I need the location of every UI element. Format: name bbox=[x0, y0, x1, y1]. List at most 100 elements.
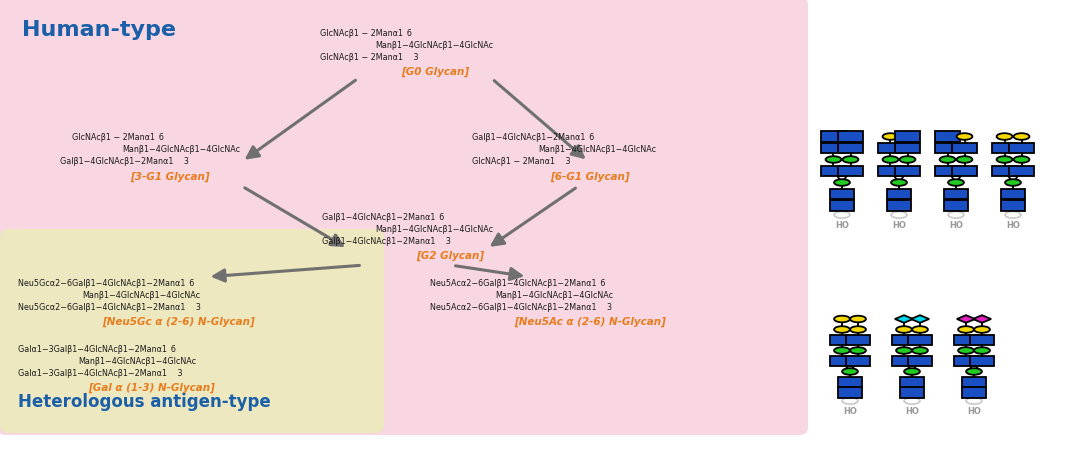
Text: Heterologous antigen-type: Heterologous antigen-type bbox=[17, 393, 271, 411]
Text: HO: HO bbox=[1006, 221, 1020, 230]
Text: GlcNAcβ1 − 2Manα1  3: GlcNAcβ1 − 2Manα1 3 bbox=[320, 52, 419, 61]
Ellipse shape bbox=[967, 398, 982, 404]
Text: HO: HO bbox=[892, 221, 906, 230]
Text: [Gal α (1-3) N-Glycan]: [Gal α (1-3) N-Glycan] bbox=[88, 383, 215, 393]
FancyBboxPatch shape bbox=[829, 189, 854, 199]
Ellipse shape bbox=[1014, 133, 1030, 140]
Ellipse shape bbox=[883, 133, 898, 140]
Polygon shape bbox=[895, 315, 913, 323]
Ellipse shape bbox=[958, 347, 974, 354]
Text: Galβ1−4GlcNAcβ1−2Manα1  3: Galβ1−4GlcNAcβ1−2Manα1 3 bbox=[60, 157, 189, 167]
Text: Neu5Acα2−6Galβ1−4GlcNAcβ1−2Manα1  6: Neu5Acα2−6Galβ1−4GlcNAcβ1−2Manα1 6 bbox=[430, 278, 606, 288]
FancyBboxPatch shape bbox=[1000, 189, 1026, 199]
FancyBboxPatch shape bbox=[895, 143, 920, 153]
FancyBboxPatch shape bbox=[954, 356, 979, 366]
FancyBboxPatch shape bbox=[961, 377, 986, 387]
Text: Neu5Gcα2−6Galβ1−4GlcNAcβ1−2Manα1  3: Neu5Gcα2−6Galβ1−4GlcNAcβ1−2Manα1 3 bbox=[17, 303, 201, 312]
FancyBboxPatch shape bbox=[935, 166, 960, 176]
FancyBboxPatch shape bbox=[822, 143, 846, 153]
Text: Neu5Gcα2−6Galβ1−4GlcNAcβ1−2Manα1  6: Neu5Gcα2−6Galβ1−4GlcNAcβ1−2Manα1 6 bbox=[17, 278, 194, 288]
Text: Manβ1−4GlcNAcβ1−4GlcNAc: Manβ1−4GlcNAcβ1−4GlcNAc bbox=[375, 224, 493, 233]
FancyBboxPatch shape bbox=[822, 166, 846, 176]
Polygon shape bbox=[911, 315, 930, 323]
FancyBboxPatch shape bbox=[944, 200, 969, 211]
Polygon shape bbox=[973, 315, 991, 323]
Text: Human-type: Human-type bbox=[22, 20, 176, 40]
Text: Manβ1−4GlcNAcβ1−4GlcNAc: Manβ1−4GlcNAcβ1−4GlcNAc bbox=[122, 146, 240, 155]
Text: Galα1−3Galβ1−4GlcNAcβ1−2Manα1  6: Galα1−3Galβ1−4GlcNAcβ1−2Manα1 6 bbox=[17, 345, 176, 354]
Ellipse shape bbox=[1014, 156, 1030, 163]
FancyBboxPatch shape bbox=[954, 335, 979, 345]
Text: Neu5Acα2−6Galβ1−4GlcNAcβ1−2Manα1  3: Neu5Acα2−6Galβ1−4GlcNAcβ1−2Manα1 3 bbox=[430, 303, 612, 312]
Text: Manβ1−4GlcNAcβ1−4GlcNAc: Manβ1−4GlcNAcβ1−4GlcNAc bbox=[77, 358, 196, 366]
FancyBboxPatch shape bbox=[829, 200, 854, 211]
FancyBboxPatch shape bbox=[1009, 143, 1034, 153]
Ellipse shape bbox=[826, 156, 841, 163]
FancyBboxPatch shape bbox=[846, 356, 871, 366]
Text: Manβ1−4GlcNAcβ1−4GlcNAc: Manβ1−4GlcNAcβ1−4GlcNAc bbox=[375, 40, 493, 50]
Text: GlcNAcβ1 − 2Manα1  3: GlcNAcβ1 − 2Manα1 3 bbox=[472, 157, 571, 167]
Text: GlcNAcβ1 − 2Manα1  6: GlcNAcβ1 − 2Manα1 6 bbox=[72, 133, 164, 142]
Text: [Neu5Gc α (2-6) N-Glycan]: [Neu5Gc α (2-6) N-Glycan] bbox=[101, 317, 254, 327]
Ellipse shape bbox=[974, 326, 990, 333]
Text: [G2 Glycan]: [G2 Glycan] bbox=[416, 251, 484, 261]
FancyBboxPatch shape bbox=[846, 335, 871, 345]
Ellipse shape bbox=[896, 347, 912, 354]
FancyBboxPatch shape bbox=[944, 189, 969, 199]
Text: [G0 Glycan]: [G0 Glycan] bbox=[400, 67, 469, 77]
Ellipse shape bbox=[967, 368, 982, 375]
Ellipse shape bbox=[958, 326, 974, 333]
FancyBboxPatch shape bbox=[838, 131, 863, 142]
Ellipse shape bbox=[842, 368, 858, 375]
FancyBboxPatch shape bbox=[822, 131, 846, 142]
FancyBboxPatch shape bbox=[891, 335, 916, 345]
FancyBboxPatch shape bbox=[970, 335, 995, 345]
Ellipse shape bbox=[891, 179, 907, 186]
FancyBboxPatch shape bbox=[908, 356, 933, 366]
Ellipse shape bbox=[912, 347, 928, 354]
FancyBboxPatch shape bbox=[961, 387, 986, 398]
Ellipse shape bbox=[974, 347, 990, 354]
Text: Galα1−3Galβ1−4GlcNAcβ1−2Manα1  3: Galα1−3Galβ1−4GlcNAcβ1−2Manα1 3 bbox=[17, 369, 182, 379]
FancyBboxPatch shape bbox=[878, 143, 903, 153]
Ellipse shape bbox=[842, 398, 858, 404]
Text: HO: HO bbox=[843, 407, 856, 416]
Polygon shape bbox=[957, 315, 975, 323]
Ellipse shape bbox=[948, 179, 964, 186]
Ellipse shape bbox=[1005, 212, 1021, 218]
Text: Manβ1−4GlcNAcβ1−4GlcNAc: Manβ1−4GlcNAcβ1−4GlcNAc bbox=[495, 290, 613, 299]
FancyBboxPatch shape bbox=[0, 229, 384, 433]
FancyBboxPatch shape bbox=[900, 377, 924, 387]
Text: [3-G1 Glycan]: [3-G1 Glycan] bbox=[130, 172, 209, 182]
FancyBboxPatch shape bbox=[1009, 166, 1034, 176]
Text: Manβ1−4GlcNAcβ1−4GlcNAc: Manβ1−4GlcNAcβ1−4GlcNAc bbox=[82, 290, 200, 299]
FancyBboxPatch shape bbox=[838, 166, 863, 176]
Ellipse shape bbox=[996, 133, 1012, 140]
Ellipse shape bbox=[850, 326, 866, 333]
Text: Manβ1−4GlcNAcβ1−4GlcNAc: Manβ1−4GlcNAcβ1−4GlcNAc bbox=[538, 146, 656, 155]
Ellipse shape bbox=[904, 398, 920, 404]
Ellipse shape bbox=[891, 212, 907, 218]
Ellipse shape bbox=[835, 179, 850, 186]
Ellipse shape bbox=[850, 347, 866, 354]
FancyBboxPatch shape bbox=[908, 335, 933, 345]
Text: Galβ1−4GlcNAcβ1−2Manα1  6: Galβ1−4GlcNAcβ1−2Manα1 6 bbox=[472, 133, 595, 142]
Ellipse shape bbox=[835, 212, 850, 218]
FancyBboxPatch shape bbox=[887, 200, 911, 211]
FancyBboxPatch shape bbox=[829, 356, 854, 366]
FancyBboxPatch shape bbox=[935, 143, 960, 153]
Ellipse shape bbox=[939, 156, 956, 163]
FancyBboxPatch shape bbox=[0, 0, 808, 435]
FancyBboxPatch shape bbox=[992, 143, 1017, 153]
Ellipse shape bbox=[835, 326, 850, 333]
Ellipse shape bbox=[957, 156, 972, 163]
Text: GlcNAcβ1 − 2Manα1  6: GlcNAcβ1 − 2Manα1 6 bbox=[320, 29, 412, 37]
Ellipse shape bbox=[996, 156, 1012, 163]
Ellipse shape bbox=[1005, 179, 1021, 186]
FancyBboxPatch shape bbox=[887, 189, 911, 199]
Ellipse shape bbox=[912, 326, 928, 333]
Ellipse shape bbox=[883, 156, 898, 163]
FancyBboxPatch shape bbox=[900, 387, 924, 398]
FancyBboxPatch shape bbox=[935, 131, 960, 142]
FancyBboxPatch shape bbox=[952, 166, 976, 176]
